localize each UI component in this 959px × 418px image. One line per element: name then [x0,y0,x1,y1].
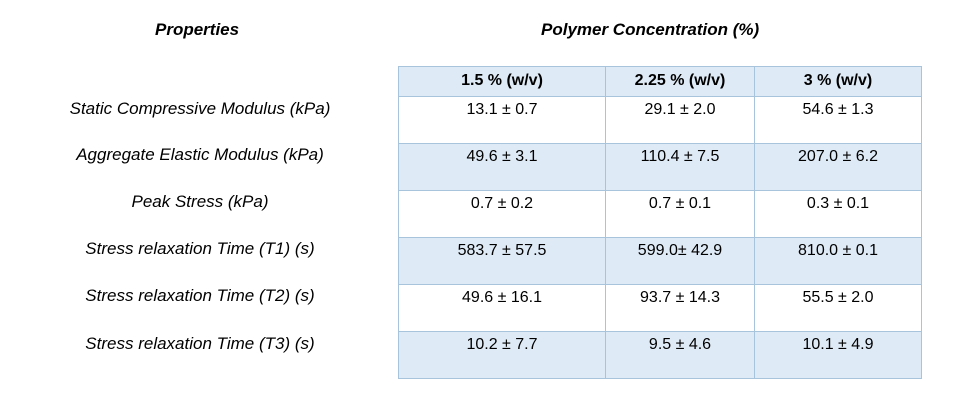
table-cell: 599.0± 42.9 [605,237,755,285]
table-cell: 93.7 ± 14.3 [605,284,755,332]
row-label-aggregate-elastic-modulus: Aggregate Elastic Modulus (kPa) [76,145,324,164]
table-row: 10.2 ± 7.7 9.5 ± 4.6 10.1 ± 4.9 [398,331,922,379]
table-cell: 0.7 ± 0.2 [398,190,606,238]
table-row: 49.6 ± 16.1 93.7 ± 14.3 55.5 ± 2.0 [398,284,922,332]
table-cell: 13.1 ± 0.7 [398,96,606,144]
table-cell: 49.6 ± 3.1 [398,143,606,191]
table-row: 13.1 ± 0.7 29.1 ± 2.0 54.6 ± 1.3 [398,96,922,144]
row-label-stress-relaxation-t3: Stress relaxation Time (T3) (s) [85,334,315,353]
table-cell: 0.7 ± 0.1 [605,190,755,238]
table-cell: 10.1 ± 4.9 [754,331,922,379]
table-cell: 110.4 ± 7.5 [605,143,755,191]
properties-header: Properties [155,20,240,39]
row-label-stress-relaxation-t2: Stress relaxation Time (T2) (s) [85,286,315,305]
table-row: 49.6 ± 3.1 110.4 ± 7.5 207.0 ± 6.2 [398,143,922,191]
table-cell: 29.1 ± 2.0 [605,96,755,144]
row-labels: Static Compressive Modulus (kPa) Aggrega… [0,0,400,418]
row-label-static-compressive-modulus: Static Compressive Modulus (kPa) [69,99,331,118]
table-cell: 0.3 ± 0.1 [754,190,922,238]
table-cell: 810.0 ± 0.1 [754,237,922,285]
column-header-2-25-percent: 2.25 % (w/v) [605,66,755,97]
row-label-stress-relaxation-t1: Stress relaxation Time (T1) (s) [85,239,315,258]
table-row: 0.7 ± 0.2 0.7 ± 0.1 0.3 ± 0.1 [398,190,922,238]
column-header-1-5-percent: 1.5 % (w/v) [398,66,606,97]
properties-table: 1.5 % (w/v) 2.25 % (w/v) 3 % (w/v) 13.1 … [398,66,922,379]
table-cell: 49.6 ± 16.1 [398,284,606,332]
column-header-3-percent: 3 % (w/v) [754,66,922,97]
table-cell: 583.7 ± 57.5 [398,237,606,285]
polymer-concentration-header: Polymer Concentration (%) [541,20,760,39]
table-cell: 55.5 ± 2.0 [754,284,922,332]
table-cell: 207.0 ± 6.2 [754,143,922,191]
row-label-peak-stress: Peak Stress (kPa) [131,192,269,211]
table-row: 583.7 ± 57.5 599.0± 42.9 810.0 ± 0.1 [398,237,922,285]
table-cell: 54.6 ± 1.3 [754,96,922,144]
table-header-row: 1.5 % (w/v) 2.25 % (w/v) 3 % (w/v) [398,66,922,97]
table-cell: 10.2 ± 7.7 [398,331,606,379]
table-cell: 9.5 ± 4.6 [605,331,755,379]
